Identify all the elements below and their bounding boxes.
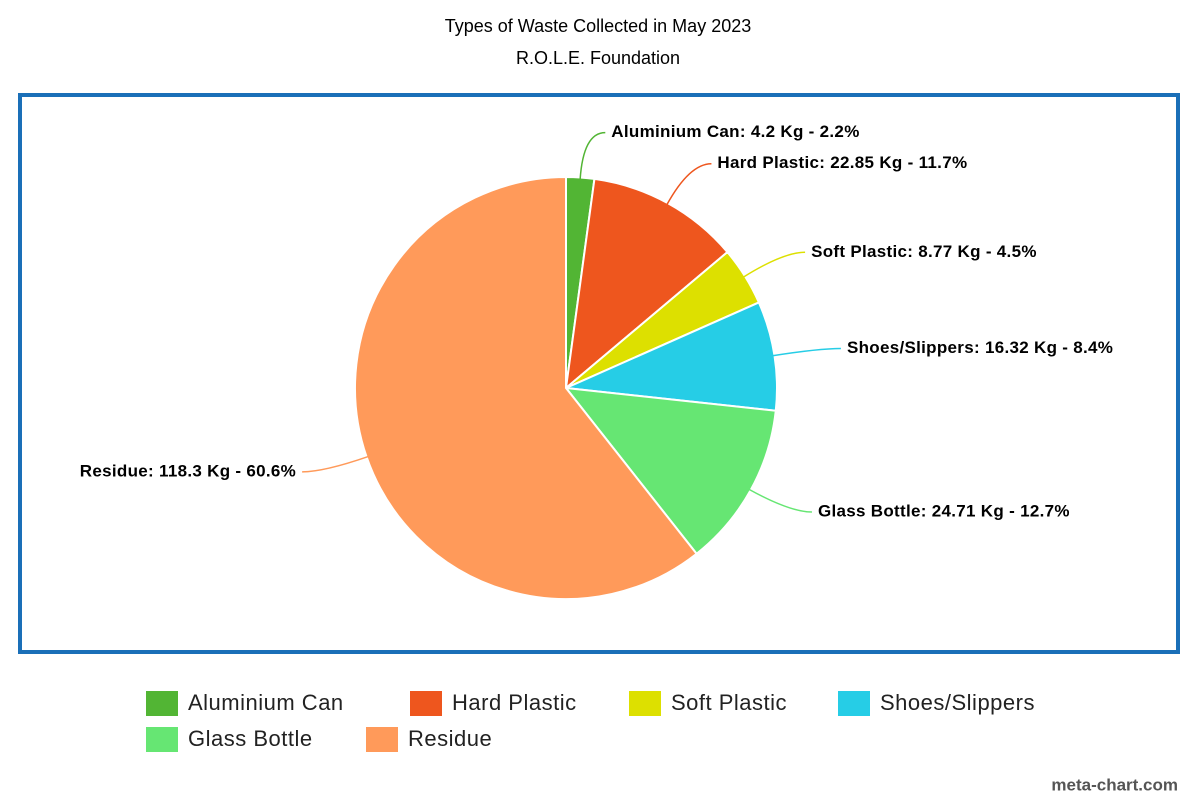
slice-label: Hard Plastic: 22.85 Kg - 11.7%: [717, 153, 967, 172]
legend-text: Shoes/Slippers: [880, 690, 1035, 715]
leader-line: [302, 455, 369, 473]
leader-line: [742, 251, 806, 278]
legend-text: Hard Plastic: [452, 690, 577, 715]
slice-label: Soft Plastic: 8.77 Kg - 4.5%: [811, 242, 1037, 261]
slice-label: Residue: 118.3 Kg - 60.6%: [80, 461, 296, 480]
leader-line: [666, 162, 712, 206]
legend-text: Residue: [408, 726, 492, 751]
legend-swatch: [146, 691, 178, 716]
legend-swatch: [410, 691, 442, 716]
slice-label: Shoes/Slippers: 16.32 Kg - 8.4%: [847, 338, 1113, 357]
slice-label: Glass Bottle: 24.71 Kg - 12.7%: [818, 502, 1070, 521]
legend-swatch: [629, 691, 661, 716]
leader-line: [772, 347, 841, 357]
credit: meta-chart.com: [1051, 775, 1178, 794]
leader-line: [748, 488, 812, 513]
chart-title: Types of Waste Collected in May 2023: [445, 16, 751, 36]
plot-border: [18, 93, 1180, 654]
chart-subtitle: R.O.L.E. Foundation: [516, 48, 680, 68]
legend-swatch: [146, 727, 178, 752]
legend-text: Aluminium Can: [188, 690, 344, 715]
leader-line: [579, 131, 606, 180]
legend-swatch: [838, 691, 870, 716]
legend-text: Soft Plastic: [671, 690, 787, 715]
legend-text: Glass Bottle: [188, 726, 313, 751]
legend-swatch: [366, 727, 398, 752]
slice-label: Aluminium Can: 4.2 Kg - 2.2%: [611, 122, 859, 141]
